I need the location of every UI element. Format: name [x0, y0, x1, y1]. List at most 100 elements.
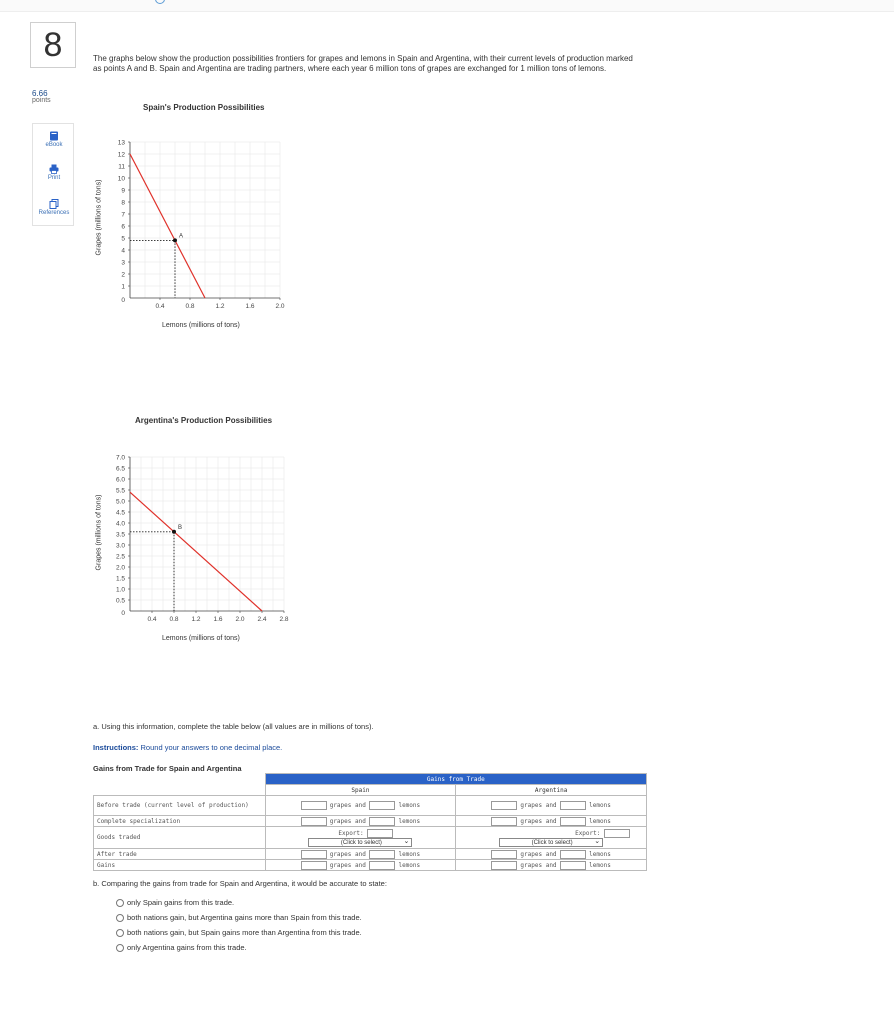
- spain-traded-cell: Export: (Click to select) ⌄: [264, 826, 457, 849]
- row-before-label: Before trade (current level of productio…: [93, 795, 266, 816]
- current-production-point: [173, 238, 177, 243]
- spain-complete-grapes-input[interactable]: [300, 816, 327, 826]
- y-tick-label: 9: [121, 188, 125, 195]
- radio-button[interactable]: [116, 914, 124, 923]
- references-button[interactable]: References: [33, 199, 75, 216]
- y-tick-label: 7: [121, 212, 125, 219]
- argentina-traded-cell: Export: (Click to select) ⌄: [455, 826, 647, 849]
- spain-export-select[interactable]: (Click to select) ⌄: [308, 837, 413, 847]
- argentina-before-lemons-input[interactable]: [560, 801, 587, 810]
- ppf-line: [129, 491, 263, 612]
- argentina-gains-grapes-input[interactable]: [491, 860, 518, 870]
- references-label: References: [38, 210, 70, 216]
- x-tick-label: 1.6: [245, 303, 254, 310]
- spain-after-grapes-input[interactable]: [300, 849, 327, 859]
- y-tick-label: 3.0: [116, 543, 125, 550]
- x-tick-label: 0.8: [169, 616, 178, 623]
- spain-complete-lemons-input[interactable]: [369, 816, 396, 826]
- argentina-before-grapes-input[interactable]: [491, 801, 518, 810]
- row-complete-label: Complete specialization: [93, 815, 266, 827]
- argentina-after-lemons-input[interactable]: [560, 849, 587, 859]
- spain-before-lemons-input[interactable]: [369, 801, 396, 810]
- argentina-after-grapes-input[interactable]: [491, 849, 518, 859]
- book-icon: [50, 131, 58, 141]
- argentina-gains-lemons-input[interactable]: [560, 860, 587, 870]
- y-tick-label: 5: [121, 236, 125, 243]
- argentina-complete-grapes-input[interactable]: [491, 816, 518, 826]
- row-traded-label: Goods traded: [93, 826, 266, 849]
- y-tick-label: 1.5: [116, 576, 125, 583]
- radio-button[interactable]: [116, 944, 124, 953]
- argentina-ppf-chart: 0.5 1.0 1.5 2.0 2.5 3.0 3.5 4.0 4.5 5.0 5.5 6.0 6.5 7…: [116, 455, 289, 624]
- radio-button[interactable]: [116, 929, 124, 938]
- ebook-button[interactable]: eBook: [33, 131, 75, 148]
- spain-export-input[interactable]: [367, 828, 394, 838]
- spain-gains-cell: grapes and lemons: [264, 859, 457, 871]
- spain-before-cell: grapes and lemons: [264, 795, 457, 816]
- print-label: Print: [47, 175, 61, 181]
- option-1[interactable]: only Spain gains from this trade.: [116, 898, 235, 908]
- y-tick-label: 12: [118, 152, 126, 159]
- lemons-text: lemons: [589, 861, 611, 869]
- argentina-export-select[interactable]: (Click to select) ⌄: [499, 837, 604, 847]
- spain-gains-grapes-input[interactable]: [300, 860, 327, 870]
- argentina-complete-lemons-input[interactable]: [560, 816, 587, 826]
- option-3-label: both nations gain, but Spain gains more …: [127, 928, 362, 937]
- grapes-and-text: grapes and: [520, 861, 557, 869]
- y-tick-label: 1: [121, 284, 125, 291]
- y-tick-label: 4.0: [116, 521, 125, 528]
- y-tick-label: 8: [121, 200, 125, 207]
- question-number: 8: [30, 22, 76, 68]
- part-a-text: a. Using this information, complete the …: [93, 722, 374, 731]
- tools-panel: eBook Print References: [32, 123, 74, 226]
- ebook-label: eBook: [45, 142, 63, 148]
- select-placeholder: (Click to select): [531, 839, 573, 846]
- argentina-gains-cell: grapes and lemons: [455, 859, 647, 871]
- option-2[interactable]: both nations gain, but Argentina gains m…: [116, 913, 362, 923]
- grapes-and-text: grapes and: [329, 802, 366, 809]
- top-bar: [0, 0, 894, 12]
- part-b-text: b. Comparing the gains from trade for Sp…: [93, 879, 387, 888]
- x-tick-label: 2.8: [279, 616, 288, 623]
- export-label: Export:: [338, 829, 364, 837]
- x-tick-label: 0.4: [147, 616, 156, 623]
- argentina-chart-title: Argentina's Production Possibilities: [135, 416, 273, 425]
- spain-before-grapes-input[interactable]: [300, 801, 327, 810]
- print-button[interactable]: Print: [33, 164, 75, 181]
- problem-text: The graphs below show the production pos…: [93, 54, 633, 73]
- radio-button[interactable]: [116, 899, 124, 908]
- y-tick-label: 7.0: [116, 455, 125, 462]
- option-1-label: only Spain gains from this trade.: [127, 898, 235, 907]
- points-value: 6.66: [32, 89, 48, 98]
- y-tick-label: 6.0: [116, 477, 125, 484]
- y-tick-label: 4.5: [116, 510, 125, 517]
- spain-after-lemons-input[interactable]: [369, 849, 396, 859]
- option-3[interactable]: both nations gain, but Spain gains more …: [116, 928, 362, 938]
- x-tick-label: 0.4: [155, 303, 164, 310]
- x-tick-label: 2.4: [257, 616, 266, 623]
- grapes-and-text: grapes and: [520, 817, 557, 825]
- lemons-text: lemons: [589, 817, 611, 825]
- spain-gains-lemons-input[interactable]: [369, 860, 396, 870]
- grapes-and-text: grapes and: [329, 850, 366, 858]
- chevron-down-icon: ⌄: [403, 837, 410, 845]
- y-tick-label: 10: [118, 176, 126, 183]
- spain-complete-cell: grapes and lemons: [264, 815, 457, 827]
- table-title: Gains from Trade for Spain and Argentina: [93, 764, 242, 773]
- y-tick-label: 5.0: [116, 499, 125, 506]
- y-tick-label: 2.5: [116, 554, 125, 561]
- y-tick-label: 3: [121, 260, 125, 267]
- option-4[interactable]: only Argentina gains from this trade.: [116, 943, 247, 953]
- x-tick-label: 1.2: [191, 616, 200, 623]
- grapes-and-text: grapes and: [520, 802, 557, 809]
- grapes-and-text: grapes and: [329, 817, 366, 825]
- argentina-after-cell: grapes and lemons: [455, 848, 647, 860]
- gains-table: Gains from Trade Spain Argentina Before …: [93, 773, 648, 871]
- spain-after-cell: grapes and lemons: [264, 848, 457, 860]
- argentina-export-input[interactable]: [604, 828, 630, 838]
- instructions-label: Instructions:: [93, 743, 139, 752]
- lemons-text: lemons: [589, 850, 611, 858]
- origin-label: 0: [121, 610, 125, 617]
- current-production-point: [172, 529, 176, 534]
